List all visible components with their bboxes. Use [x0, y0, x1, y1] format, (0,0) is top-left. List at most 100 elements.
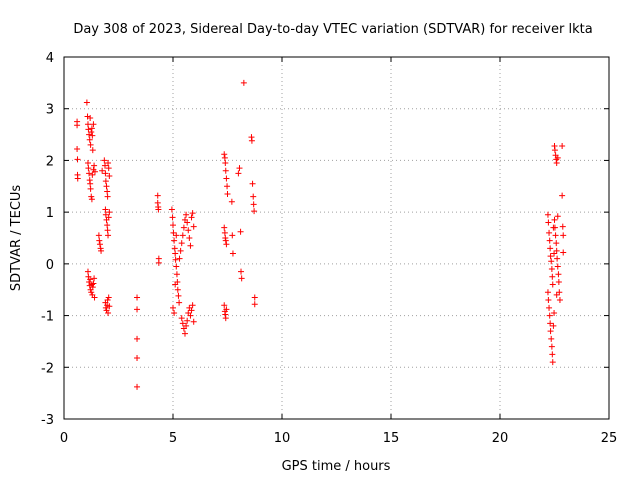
data-point [189, 210, 196, 217]
data-point [184, 317, 191, 324]
data-points [74, 79, 567, 390]
data-point [154, 192, 161, 199]
data-point [101, 162, 108, 169]
data-point [188, 307, 195, 314]
data-point [248, 137, 255, 144]
data-point [237, 228, 244, 235]
data-point [240, 79, 247, 86]
data-point [554, 154, 561, 161]
data-point [183, 211, 190, 218]
data-point [102, 206, 109, 213]
data-point [174, 286, 181, 293]
x-tick-label: 10 [274, 431, 291, 446]
data-point [221, 154, 228, 161]
data-point [105, 160, 112, 167]
x-tick-label: 15 [383, 431, 400, 446]
data-point [102, 211, 109, 218]
data-point [548, 343, 555, 350]
data-point [86, 278, 93, 285]
data-point [98, 247, 105, 254]
chart-title: Day 308 of 2023, Sidereal Day-to-day VTE… [73, 22, 592, 37]
data-point [102, 170, 109, 177]
data-point [544, 289, 551, 296]
data-point [222, 315, 229, 322]
data-point [223, 175, 230, 182]
data-point [222, 237, 229, 244]
data-point [229, 232, 236, 239]
data-point [179, 232, 186, 239]
data-point [554, 213, 561, 220]
data-point [548, 266, 555, 273]
data-point [190, 318, 197, 325]
data-point [88, 289, 95, 296]
data-point [86, 170, 93, 177]
data-point [553, 160, 560, 167]
data-point [238, 268, 245, 275]
data-point [91, 294, 98, 301]
data-point [251, 208, 258, 215]
data-point [221, 229, 228, 236]
data-point [177, 247, 184, 254]
data-point [189, 302, 196, 309]
data-point [545, 297, 552, 304]
data-point [178, 240, 185, 247]
data-point [170, 222, 176, 229]
y-tick-label: 1 [46, 206, 54, 221]
data-point [548, 335, 555, 342]
data-point [236, 165, 243, 172]
data-point [183, 322, 190, 329]
data-point [90, 121, 97, 128]
y-tick-label: 3 [46, 103, 54, 118]
data-point [556, 289, 563, 296]
data-point [235, 170, 242, 177]
data-point [134, 294, 141, 301]
data-point [187, 242, 194, 249]
data-point [89, 171, 96, 178]
data-point [552, 232, 559, 239]
data-point [173, 271, 180, 278]
data-point [547, 253, 554, 260]
data-point [546, 312, 553, 319]
data-point [221, 151, 228, 158]
data-point [155, 259, 162, 266]
data-point [250, 201, 257, 208]
data-point [221, 302, 228, 309]
data-point [185, 227, 192, 234]
x-tick-label: 20 [492, 431, 509, 446]
data-point [250, 193, 257, 200]
data-point [173, 232, 180, 239]
data-point [87, 115, 94, 122]
axis-ticks: 0 5 10 15 20 25 -3 -2 -1 0 1 2 3 4 [41, 51, 617, 446]
data-point [551, 250, 558, 257]
data-point [74, 122, 81, 129]
data-point [89, 147, 96, 154]
data-point [173, 263, 180, 270]
data-point [251, 294, 258, 301]
data-point [554, 255, 561, 262]
data-point [87, 276, 94, 283]
data-point [87, 185, 94, 192]
data-point [85, 126, 92, 133]
data-point [551, 224, 558, 231]
data-point [222, 160, 229, 167]
data-point [90, 280, 97, 287]
data-point [102, 178, 109, 185]
data-point [172, 250, 179, 257]
data-point [170, 304, 176, 311]
data-point [249, 180, 256, 187]
data-point [180, 224, 187, 231]
data-point [95, 232, 102, 239]
data-point [224, 183, 231, 190]
data-point [155, 206, 162, 213]
data-point [171, 245, 178, 252]
data-point [91, 162, 98, 169]
data-point [551, 147, 558, 154]
data-point [106, 172, 113, 179]
data-point [555, 271, 562, 278]
data-point [171, 309, 178, 316]
data-point [549, 281, 556, 288]
y-tick-label: 4 [46, 51, 54, 66]
data-point [551, 309, 558, 316]
y-tick-label: 0 [46, 258, 54, 273]
data-point [221, 224, 228, 231]
